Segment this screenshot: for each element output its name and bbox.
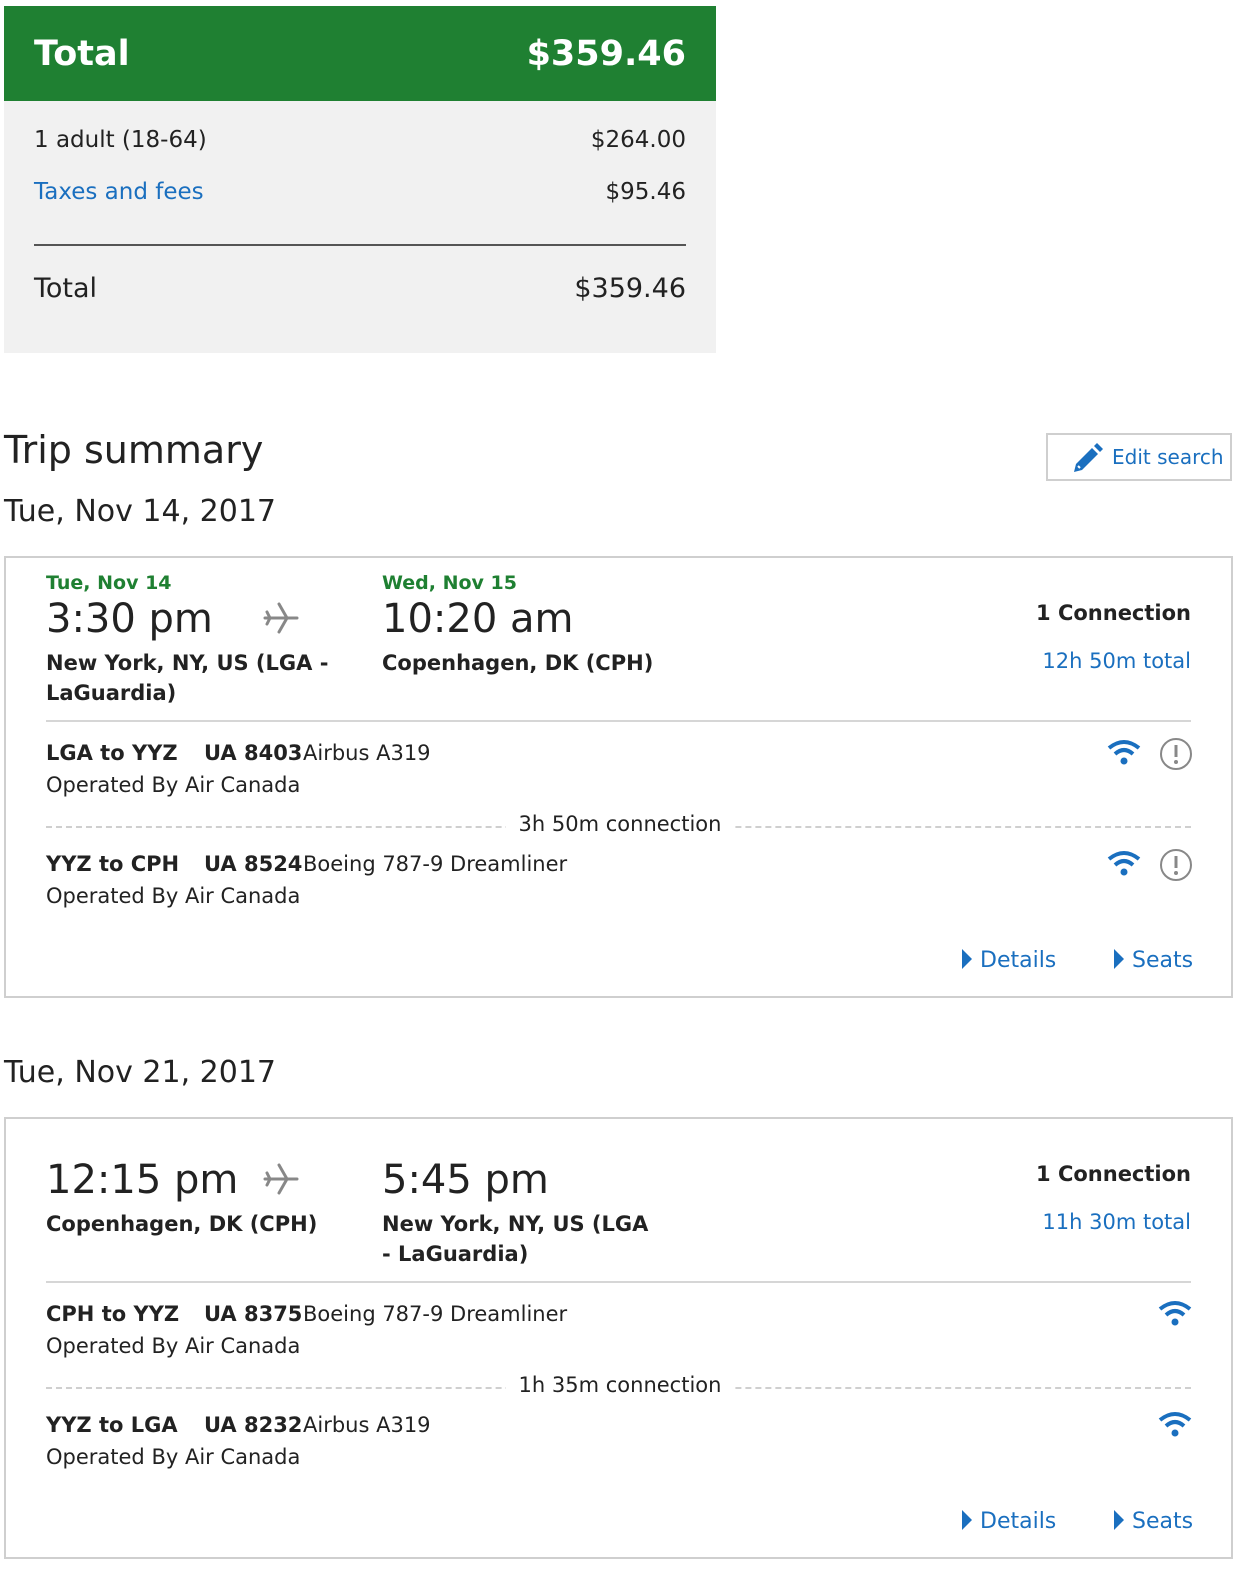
alert-circle-icon[interactable] bbox=[1159, 737, 1193, 771]
segment-operator: Operated By Air Canada bbox=[46, 1334, 301, 1358]
airplane-icon bbox=[261, 598, 301, 638]
taxes-and-fees-link[interactable]: Taxes and fees bbox=[34, 179, 204, 205]
wifi-icon bbox=[1106, 738, 1142, 768]
depart-time: 12:15 pm bbox=[46, 1157, 239, 1203]
seats-button[interactable]: Seats bbox=[1114, 948, 1193, 973]
depart-city: New York, NY, US (LGA - LaGuardia) bbox=[46, 648, 328, 708]
price-total-label: Total bbox=[34, 273, 98, 304]
wifi-icon bbox=[1106, 849, 1142, 879]
outbound-flight-card: Tue, Nov 14 3:30 pm New York, NY, US (LG… bbox=[4, 556, 1233, 998]
caret-right-icon bbox=[1114, 949, 1124, 969]
layover-duration: 1h 35m connection bbox=[506, 1373, 734, 1397]
segment-aircraft: Boeing 787-9 Dreamliner bbox=[303, 1302, 568, 1326]
wifi-icon bbox=[1157, 1410, 1193, 1440]
segment-aircraft: Boeing 787-9 Dreamliner bbox=[303, 852, 568, 876]
price-header-label: Total bbox=[34, 34, 130, 74]
price-divider bbox=[34, 244, 686, 246]
details-button[interactable]: Details bbox=[962, 948, 1056, 973]
trip-summary-title: Trip summary bbox=[4, 428, 264, 472]
price-row-amount: $95.46 bbox=[605, 179, 686, 205]
segment-route: CPH to YYZ bbox=[46, 1302, 180, 1326]
arrive-city: Copenhagen, DK (CPH) bbox=[382, 651, 654, 675]
connection-count: 1 Connection bbox=[1036, 601, 1191, 625]
depart-city: Copenhagen, DK (CPH) bbox=[46, 1212, 318, 1236]
return-flight-card: 12:15 pm Copenhagen, DK (CPH) 5:45 pm Ne… bbox=[4, 1117, 1233, 1559]
details-button[interactable]: Details bbox=[962, 1509, 1056, 1534]
caret-right-icon bbox=[962, 949, 972, 969]
price-breakdown: 1 adult (18-64) $264.00 Taxes and fees $… bbox=[4, 101, 716, 353]
edit-search-button[interactable]: Edit search bbox=[1046, 433, 1232, 481]
alert-circle-icon[interactable] bbox=[1159, 848, 1193, 882]
layover-duration: 3h 50m connection bbox=[506, 812, 734, 836]
segment-flight-number: UA 8375 bbox=[204, 1302, 303, 1326]
segment-route: YYZ to CPH bbox=[46, 852, 180, 876]
caret-right-icon bbox=[1114, 1510, 1124, 1530]
details-label: Details bbox=[980, 948, 1057, 973]
arrive-time: 5:45 pm bbox=[382, 1157, 549, 1203]
segment-flight-number: UA 8403 bbox=[204, 741, 303, 765]
outbound-date-heading: Tue, Nov 14, 2017 bbox=[4, 494, 276, 529]
depart-city-line: LaGuardia) bbox=[46, 681, 177, 705]
total-duration[interactable]: 11h 30m total bbox=[1042, 1210, 1191, 1234]
caret-right-icon bbox=[962, 1510, 972, 1530]
total-duration[interactable]: 12h 50m total bbox=[1042, 649, 1191, 673]
price-row-taxes: Taxes and fees $95.46 bbox=[34, 179, 686, 205]
depart-time: 3:30 pm bbox=[46, 596, 213, 642]
airplane-icon bbox=[261, 1159, 301, 1199]
price-row-label: 1 adult (18-64) bbox=[34, 127, 207, 153]
arrive-city: New York, NY, US (LGA - LaGuardia) bbox=[382, 1209, 648, 1269]
seats-button[interactable]: Seats bbox=[1114, 1509, 1193, 1534]
wifi-icon bbox=[1157, 1299, 1193, 1329]
segment-route: LGA to YYZ bbox=[46, 741, 178, 765]
return-date-heading: Tue, Nov 21, 2017 bbox=[4, 1055, 276, 1090]
arrive-city-line: New York, NY, US (LGA bbox=[382, 1212, 649, 1236]
depart-date: Tue, Nov 14 bbox=[46, 572, 172, 594]
seats-label: Seats bbox=[1132, 948, 1194, 973]
segment-operator: Operated By Air Canada bbox=[46, 1445, 301, 1469]
price-total-amount: $359.46 bbox=[574, 273, 686, 304]
arrive-time: 10:20 am bbox=[382, 596, 574, 642]
pencil-icon bbox=[1070, 440, 1104, 474]
arrive-date: Wed, Nov 15 bbox=[382, 572, 517, 594]
segment-operator: Operated By Air Canada bbox=[46, 773, 301, 797]
details-label: Details bbox=[980, 1509, 1057, 1534]
price-total-header: Total $359.46 bbox=[4, 6, 716, 101]
segment-operator: Operated By Air Canada bbox=[46, 884, 301, 908]
card-divider bbox=[46, 720, 1191, 722]
card-divider bbox=[46, 1281, 1191, 1283]
segment-aircraft: Airbus A319 bbox=[303, 1413, 431, 1437]
price-row-total: Total $359.46 bbox=[34, 273, 686, 304]
segment-flight-number: UA 8232 bbox=[204, 1413, 303, 1437]
depart-city-line: New York, NY, US (LGA - bbox=[46, 651, 329, 675]
price-row-adult: 1 adult (18-64) $264.00 bbox=[34, 127, 686, 153]
arrive-city-line: - LaGuardia) bbox=[382, 1242, 529, 1266]
segment-route: YYZ to LGA bbox=[46, 1413, 178, 1437]
segment-flight-number: UA 8524 bbox=[204, 852, 303, 876]
connection-count: 1 Connection bbox=[1036, 1162, 1191, 1186]
price-header-amount: $359.46 bbox=[526, 34, 686, 74]
price-row-amount: $264.00 bbox=[590, 127, 686, 153]
segment-aircraft: Airbus A319 bbox=[303, 741, 431, 765]
seats-label: Seats bbox=[1132, 1509, 1194, 1534]
edit-search-label: Edit search bbox=[1112, 445, 1224, 469]
